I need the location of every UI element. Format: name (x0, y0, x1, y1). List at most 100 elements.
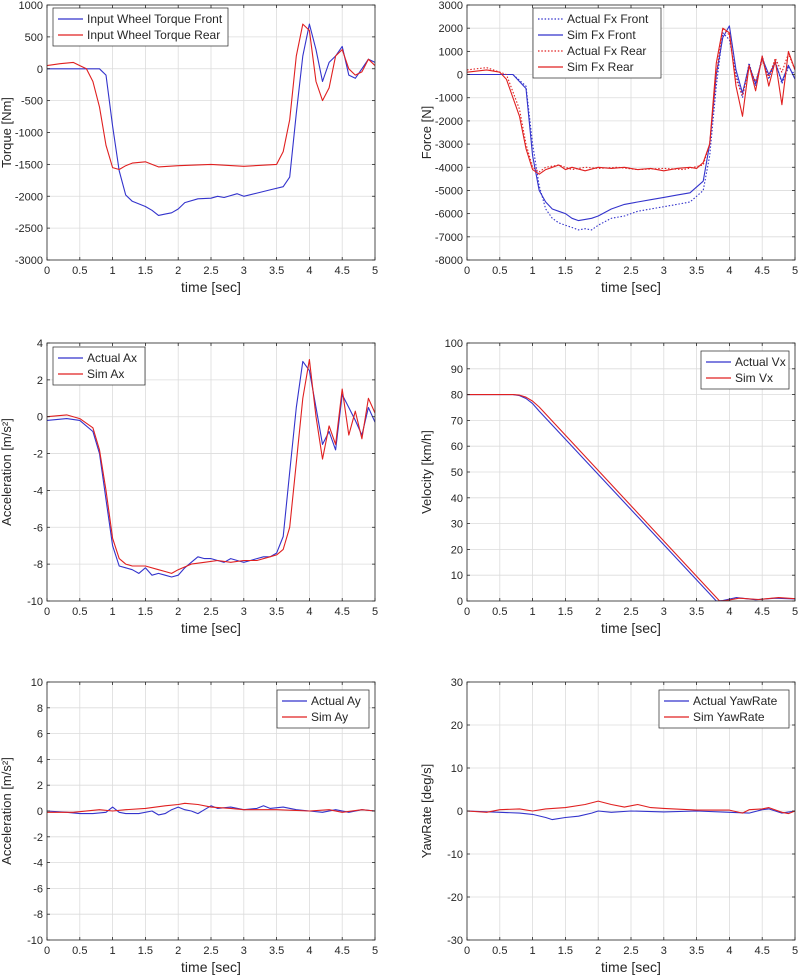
legend: Input Wheel Torque Front Input Wheel Torq… (52, 7, 229, 47)
y-tick-label: 6 (37, 729, 43, 741)
y-tick-label: -8 (33, 559, 43, 571)
legend: Actual YawRate Sim YawRate (658, 689, 790, 729)
y-tick-label: 20 (451, 720, 463, 732)
y-tick-label: 0 (37, 806, 43, 818)
y-tick-label: 0 (37, 64, 43, 76)
x-tick-label: 4.5 (755, 945, 770, 957)
y-tick-label: -30 (447, 935, 463, 947)
y-tick-label: 10 (451, 570, 463, 582)
x-tick-label: 0.5 (492, 945, 507, 957)
series-line-1 (467, 808, 795, 821)
x-tick-label: 4 (306, 945, 312, 957)
x-tick-label: 4 (306, 606, 312, 618)
x-tick-label: 1 (530, 945, 536, 957)
x-axis-label: time [sec] (601, 620, 661, 636)
y-tick-label: -2 (33, 832, 43, 844)
y-tick-label: -3000 (435, 139, 463, 151)
y-axis-label: YawRate [deg/s] (419, 764, 434, 858)
x-tick-label: 2.5 (623, 265, 638, 277)
series-line-4 (467, 27, 795, 175)
legend-box (276, 689, 370, 729)
series-group (47, 359, 375, 578)
x-tick-label: 2.5 (623, 606, 638, 618)
x-tick-label: 5 (792, 945, 798, 957)
chart-panel-5: 0 0.5 1 1.5 2 2.5 3 3.5 4 4.5 5 -10 -8 -6 -4 -2 0 2 4 6 8 10 t… (0, 677, 378, 975)
y-tick-label: -2500 (15, 223, 43, 235)
x-tick-label: 3.5 (689, 265, 704, 277)
legend-label: Actual Ay (311, 694, 361, 708)
series-line-2 (467, 25, 795, 222)
y-tick-label: -10 (447, 849, 463, 861)
x-tick-label: 3.5 (269, 606, 284, 618)
legend: Actual Ax Sim Ax (52, 346, 146, 386)
legend-label: Actual Fx Front (567, 12, 649, 26)
y-tick-label: 4 (37, 754, 43, 766)
y-tick-label: -2000 (435, 116, 463, 128)
x-axis-label: time [sec] (181, 620, 241, 636)
x-tick-label: 5 (372, 606, 378, 618)
y-tick-label: 50 (451, 467, 463, 479)
y-tick-label: -4 (33, 485, 43, 497)
legend-label: Sim Fx Rear (567, 60, 634, 74)
y-tick-label: -1500 (15, 159, 43, 171)
series-line-3 (467, 27, 795, 173)
x-tick-label: 2 (595, 265, 601, 277)
series-group (467, 25, 795, 231)
x-tick-label: 4 (306, 265, 312, 277)
x-tick-label: 2 (175, 606, 181, 618)
y-tick-label: 20 (451, 544, 463, 556)
y-tick-label: 4 (37, 338, 43, 350)
x-tick-label: 1.5 (558, 265, 573, 277)
chart-panel-1: 0 0.5 1 1.5 2 2.5 3 3.5 4 4.5 5 -3000 -2500 -2000 -150… (0, 0, 378, 295)
chart-panel-6: 0 0.5 1 1.5 2 2.5 3 3.5 4 4.5 5 -30 -20 -10 0 10 20 30 tim… (419, 677, 798, 975)
legend-box (52, 7, 229, 47)
x-tick-label: 3 (661, 606, 667, 618)
chart-panel-3: 0 0.5 1 1.5 2 2.5 3 3.5 4 4.5 5 -10 -8 -6 -4 -2 0 2 4 time … (0, 338, 378, 636)
x-tick-label: 2.5 (203, 265, 218, 277)
x-tick-label: 1 (110, 606, 116, 618)
y-tick-label: 2000 (439, 23, 463, 35)
y-tick-label: -10 (27, 935, 43, 947)
legend: Actual Fx Front Sim Fx Front Actual Fx Rea… (532, 7, 662, 79)
x-tick-label: 3 (661, 265, 667, 277)
x-tick-label: 2 (175, 265, 181, 277)
x-tick-label: 3 (241, 945, 247, 957)
y-axis-label: Acceleration [m/s²] (0, 418, 14, 526)
y-tick-label: -2000 (15, 191, 43, 203)
y-tick-label: 100 (445, 338, 463, 350)
series-line-2 (47, 23, 375, 171)
x-tick-label: 0.5 (72, 945, 87, 957)
series-line-2 (467, 800, 795, 815)
y-tick-label: 30 (451, 677, 463, 689)
x-tick-label: 0 (464, 265, 470, 277)
y-tick-label: 40 (451, 493, 463, 505)
y-tick-label: -6 (33, 522, 43, 534)
y-tick-label: 1000 (439, 46, 463, 58)
chart-panel-4: 0 0.5 1 1.5 2 2.5 3 3.5 4 4.5 50102030405060708090… (419, 338, 798, 636)
y-tick-label: -20 (447, 892, 463, 904)
x-tick-label: 3.5 (269, 945, 284, 957)
x-tick-label: 0 (464, 945, 470, 957)
legend-label: Actual YawRate (693, 694, 778, 708)
legend-label: Sim Ax (87, 367, 124, 381)
x-axis-label: time [sec] (181, 279, 241, 295)
x-tick-label: 4.5 (755, 606, 770, 618)
x-tick-label: 0.5 (492, 606, 507, 618)
x-tick-label: 0.5 (492, 265, 507, 277)
x-tick-label: 4.5 (335, 945, 350, 957)
x-tick-label: 5 (372, 945, 378, 957)
x-tick-label: 1 (110, 265, 116, 277)
x-tick-label: 3.5 (689, 606, 704, 618)
x-tick-label: 4 (726, 945, 732, 957)
x-tick-label: 3.5 (269, 265, 284, 277)
y-tick-label: 0 (457, 806, 463, 818)
x-tick-label: 4 (726, 265, 732, 277)
series-line-1 (47, 360, 375, 578)
y-tick-label: -500 (21, 96, 43, 108)
chart-panel-2: 0 0.5 1 1.5 2 2.5 3 3.5 4 4.5 5 -8000 -7000 -6000 -500… (419, 0, 798, 295)
legend: Actual Vx Sim Vx (700, 350, 790, 390)
x-tick-label: 5 (792, 606, 798, 618)
x-tick-label: 1.5 (558, 606, 573, 618)
x-tick-label: 5 (372, 265, 378, 277)
